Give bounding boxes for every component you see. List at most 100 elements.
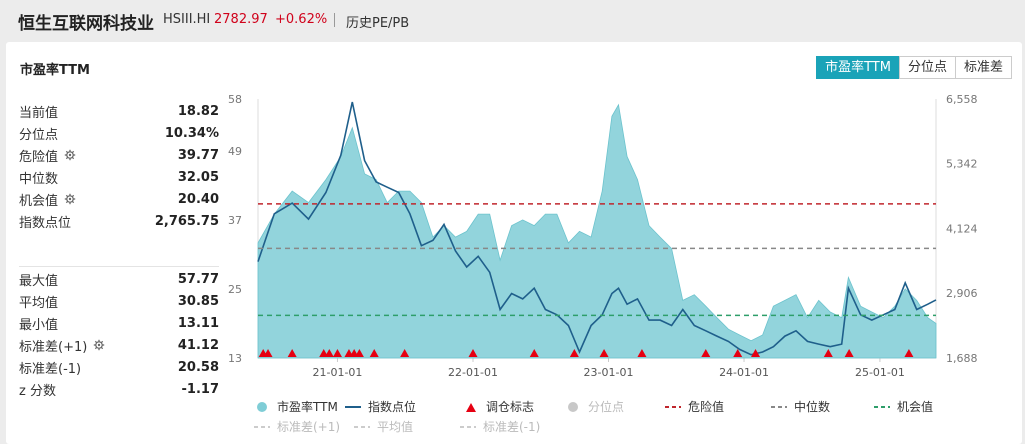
legend-dot-icon	[257, 401, 267, 412]
rebalance-marker	[701, 349, 711, 357]
rebalance-marker	[904, 349, 914, 357]
y-left-tick-label: 37	[228, 214, 242, 227]
rebalance-marker	[263, 349, 273, 357]
legend-label: 机会值	[897, 400, 934, 414]
stat-label-text: z 分数	[19, 383, 56, 399]
legend-item[interactable]: 分位点	[564, 398, 624, 415]
legend-dash-icon	[254, 425, 270, 428]
stat-row: 最小值 13.11	[19, 312, 219, 334]
tab-std-dev[interactable]: 标准差	[954, 56, 1012, 79]
y-left-tick-label: 58	[228, 93, 242, 106]
rebalance-marker	[400, 349, 410, 357]
legend-item[interactable]: 中位数	[770, 398, 830, 415]
rebalance-marker	[324, 349, 334, 357]
legend-item[interactable]: 平均值	[353, 418, 413, 435]
stat-row: 危险值 39.77	[19, 144, 219, 166]
stat-label: z 分数	[19, 380, 56, 399]
stat-value: 32.05	[177, 169, 219, 185]
stat-label-text: 最小值	[19, 317, 59, 333]
legend-item[interactable]: 标准差(+1)	[253, 418, 340, 435]
stat-value: 13.11	[177, 315, 219, 331]
rebalance-marker	[637, 349, 647, 357]
stat-label-text: 中位数	[19, 171, 59, 187]
stat-label: 危险值	[19, 146, 76, 165]
index-change: +0.62%	[275, 12, 328, 27]
gear-icon[interactable]	[64, 149, 76, 161]
stat-label-text: 机会值	[19, 193, 59, 209]
stat-value: 18.82	[177, 103, 219, 119]
legend-dash-icon	[354, 425, 370, 428]
tab-pe-ttm[interactable]: 市盈率TTM	[816, 56, 900, 79]
legend-dash-icon	[874, 405, 890, 408]
x-tick-label: 23-01-01	[584, 366, 634, 379]
rebalance-marker	[332, 349, 342, 357]
legend-label: 标准差(-1)	[483, 420, 541, 434]
legend-item[interactable]: 指数点位	[344, 398, 416, 415]
stat-label: 平均值	[19, 292, 58, 311]
rebalance-marker	[751, 349, 761, 357]
stat-label: 分位点	[19, 124, 58, 143]
legend-line-icon	[345, 405, 361, 408]
rebalance-marker	[823, 349, 833, 357]
legend-label: 标准差(+1)	[277, 420, 341, 434]
tab-percentile[interactable]: 分位点	[898, 56, 956, 79]
header-divider	[334, 13, 335, 27]
stat-row: 中位数 32.05	[19, 166, 219, 188]
legend-label: 指数点位	[368, 400, 417, 414]
stat-label: 标准差(+1)	[19, 336, 105, 355]
x-tick-label: 25-01-01	[855, 366, 905, 379]
rebalance-marker	[468, 349, 478, 357]
stat-label-text: 危险值	[19, 149, 59, 165]
stat-value: 10.34%	[164, 125, 219, 141]
stat-value: 2,765.75	[154, 213, 219, 229]
index-name: 恒生互联网科技业	[18, 14, 154, 34]
legend-item[interactable]: 调仓标志	[462, 398, 534, 415]
y-left-tick-label: 25	[228, 283, 242, 296]
rebalance-marker	[529, 349, 539, 357]
y-left-tick-label: 49	[228, 145, 242, 158]
legend-dash-icon	[771, 405, 787, 408]
stat-row: 标准差(+1) 41.12	[19, 334, 219, 356]
rebalance-marker	[569, 349, 579, 357]
stat-row: 标准差(-1) 20.58	[19, 356, 219, 378]
y-right-tick-label: 6,558	[946, 93, 978, 106]
stat-label-text: 标准差(-1)	[19, 361, 82, 377]
gear-icon[interactable]	[93, 339, 105, 351]
stat-row: 最大值 57.77	[19, 268, 219, 290]
legend-label: 市盈率TTM	[277, 400, 338, 414]
legend-label: 危险值	[688, 400, 725, 414]
legend-label: 中位数	[794, 400, 831, 414]
x-tick-label: 21-01-01	[312, 366, 362, 379]
index-price: 2782.97	[214, 12, 268, 27]
legend-item[interactable]: 危险值	[664, 398, 724, 415]
stat-label: 指数点位	[19, 212, 71, 231]
stat-value: -1.17	[181, 381, 219, 397]
stat-label: 机会值	[19, 190, 76, 209]
stat-label-text: 平均值	[19, 295, 59, 311]
legend-item[interactable]: 市盈率TTM	[253, 398, 338, 415]
x-tick-label: 24-01-01	[719, 366, 769, 379]
legend-item[interactable]: 标准差(-1)	[459, 418, 540, 435]
stat-value: 57.77	[177, 271, 219, 287]
legend-item[interactable]: 机会值	[873, 398, 933, 415]
rebalance-marker	[287, 349, 297, 357]
legend-dot-icon	[568, 401, 578, 412]
y-right-tick-label: 5,342	[946, 158, 978, 171]
stat-row: 分位点 10.34%	[19, 122, 219, 144]
stat-row: 机会值 20.40	[19, 188, 219, 210]
rebalance-marker	[844, 349, 854, 357]
card-title: 市盈率TTM	[20, 63, 90, 78]
stat-label-text: 指数点位	[19, 215, 72, 231]
y-right-tick-label: 1,688	[946, 352, 978, 365]
stat-label-text: 当前值	[19, 105, 59, 121]
y-right-tick-label: 2,906	[946, 287, 978, 300]
gear-icon[interactable]	[64, 193, 76, 205]
rebalance-marker	[369, 349, 379, 357]
index-level-line	[257, 101, 937, 356]
stat-value: 20.40	[177, 191, 219, 207]
stat-label-text: 分位点	[19, 127, 59, 143]
history-pe-pb-link[interactable]: 历史PE/PB	[346, 16, 410, 31]
legend-label: 调仓标志	[486, 400, 535, 414]
rebalance-marker	[599, 349, 609, 357]
stat-value: 20.58	[177, 359, 219, 375]
